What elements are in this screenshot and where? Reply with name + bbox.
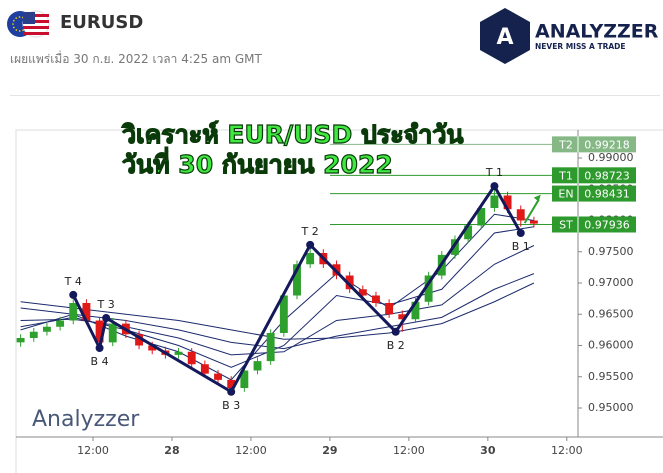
level-name: T2 — [558, 138, 573, 151]
y-tick-label: 0.96500 — [588, 307, 634, 320]
symbol: EURUSD — [60, 12, 144, 33]
y-tick-label: 0.97000 — [588, 276, 634, 289]
candle-body — [516, 209, 525, 221]
pivot-label: T 1 — [485, 166, 503, 179]
level-box — [552, 167, 636, 184]
candle-body — [490, 195, 499, 208]
zigzag-line — [71, 184, 523, 394]
pivot-label: T 3 — [97, 298, 115, 311]
candle-body — [187, 351, 196, 365]
y-tick-label: 0.97500 — [588, 245, 634, 258]
pivot-label: B 4 — [91, 355, 109, 368]
candle-body — [266, 333, 275, 362]
candle-body — [95, 320, 104, 343]
level-box — [552, 216, 636, 233]
candle-body — [227, 379, 236, 388]
candle-body — [42, 326, 51, 332]
chart-title: วิเคราะห์ EUR/USD ประจำวัน — [121, 120, 463, 149]
moving-average — [20, 226, 534, 368]
pivot-label: B 2 — [387, 339, 405, 352]
candle-body — [306, 253, 315, 265]
separator — [10, 95, 660, 96]
candle-body — [293, 264, 301, 296]
candle-body — [200, 364, 209, 374]
entry-arrow-head — [533, 194, 541, 202]
entry-arrow — [523, 199, 540, 224]
pivot-point — [490, 182, 499, 191]
y-tick-label: 0.95000 — [588, 401, 634, 414]
level-value: 0.99218 — [584, 138, 630, 151]
candle-body — [385, 303, 394, 315]
level-name: EN — [558, 188, 573, 201]
pivot-label: T 2 — [301, 225, 319, 238]
candle-body — [529, 220, 538, 224]
logo-name: ANALYZZER — [535, 21, 659, 43]
candle-body — [372, 295, 380, 303]
moving-average — [20, 245, 535, 356]
pivot-point — [69, 290, 78, 299]
level-name: T1 — [558, 169, 573, 182]
candle-body — [69, 303, 78, 321]
candle-body — [279, 295, 288, 333]
y-tick-label: 0.99000 — [588, 151, 634, 164]
x-tick-label: 28 — [164, 444, 179, 457]
pivot-point — [102, 314, 111, 322]
logo-tagline: NEVER MISS A TRADE — [535, 42, 626, 51]
watermark: Analyzzer — [32, 407, 140, 432]
chart-subtitle: วันที่ 30 กันยายน 2022 — [122, 147, 393, 179]
candle-body — [240, 370, 249, 388]
x-tick-label: 12:00 — [77, 444, 109, 457]
x-tick-label: 30 — [480, 444, 496, 457]
y-tick-label: 0.96000 — [588, 339, 634, 352]
candle-body — [503, 195, 512, 210]
pivot-point — [391, 327, 400, 336]
level-box — [552, 136, 636, 153]
pivot-point — [306, 240, 315, 249]
candle-body — [358, 289, 367, 296]
candle-body — [135, 334, 144, 346]
candle-body — [174, 351, 183, 355]
candle-body — [29, 331, 38, 338]
candle-body — [56, 320, 65, 327]
pivot-label: B 3 — [222, 399, 240, 412]
pivot-point — [95, 344, 104, 352]
logo-mark: A — [496, 25, 513, 50]
x-tick-label: 12:00 — [551, 444, 583, 457]
candle-body — [398, 314, 407, 320]
candle-body — [477, 208, 486, 226]
pivot-label: T 4 — [64, 275, 82, 288]
candle-body — [345, 275, 354, 290]
candle-body — [411, 301, 420, 320]
level-name: ST — [559, 219, 573, 232]
candle-body — [464, 225, 473, 240]
currency-flags — [7, 10, 50, 38]
y-tick-label: 0.95500 — [588, 370, 634, 383]
candle-body — [148, 345, 157, 351]
candle-body — [253, 361, 262, 371]
x-tick-label: 12:00 — [393, 444, 425, 457]
published: เผยแพร่เมื่อ 30 ก.ย. 2022 เวลา 4:25 am G… — [10, 52, 262, 66]
x-tick-label: 12:00 — [235, 444, 267, 457]
level-value: 0.98431 — [584, 188, 630, 201]
candle-body — [214, 373, 222, 380]
level-value: 0.98723 — [584, 169, 630, 182]
candle-body — [450, 239, 459, 255]
pivot-point — [516, 229, 525, 237]
level-box — [552, 185, 636, 202]
logo: A ANALYZZER NEVER MISS A TRADE — [480, 8, 659, 64]
level-value: 0.97936 — [584, 219, 630, 232]
moving-average — [20, 282, 535, 340]
candle-body — [108, 323, 117, 343]
candle-body — [16, 338, 25, 343]
candle-body — [82, 303, 91, 321]
candle-body — [424, 275, 433, 302]
pivot-point — [227, 387, 236, 396]
pivot-label: B 1 — [512, 240, 530, 253]
x-tick-label: 29 — [322, 444, 337, 457]
